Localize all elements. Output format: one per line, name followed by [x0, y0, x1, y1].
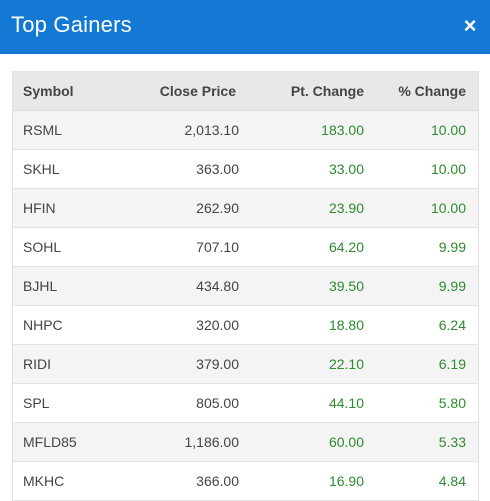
pct-change-cell: 5.80 [364, 383, 478, 423]
pt-change-cell: 16.90 [328, 473, 364, 489]
column-header-close-price[interactable]: Close Price [133, 72, 239, 111]
symbol-cell[interactable]: BJHL [13, 266, 133, 306]
pt-change-cell: 18.80 [239, 305, 364, 345]
symbol-cell[interactable]: MFLD85 [13, 422, 133, 462]
table-row[interactable]: HFIN 262.90 23.90 10.00 [13, 188, 478, 228]
modal-title: Top Gainers [11, 12, 132, 37]
pct-change-cell: 10.00 [364, 110, 478, 150]
close-price-cell: 320.00 [133, 305, 239, 345]
pt-change-cell: 22.10 [239, 344, 364, 384]
symbol-cell[interactable]: SPL [13, 383, 133, 423]
pt-change-cell: 39.50 [239, 266, 364, 306]
pct-change-cell: 9.99 [364, 227, 478, 267]
column-header-pt-change[interactable]: Pt. Change [239, 72, 364, 111]
table-header-row: Symbol Close Price Pt. Change % Change [13, 72, 478, 111]
table-row[interactable]: SPL 805.00 44.10 5.80 [13, 383, 478, 423]
close-price-cell: 2,013.10 [133, 110, 239, 150]
close-price-cell: 363.00 [133, 149, 239, 189]
pt-change-cell: 183.00 [239, 110, 364, 150]
pt-change-cell: 33.00 [239, 149, 364, 189]
close-price-cell: 1,186.00 [133, 422, 239, 462]
table-row[interactable]: SKHL 363.00 33.00 10.00 [13, 149, 478, 189]
symbol-cell[interactable]: HFIN [13, 188, 133, 228]
close-price-cell: 262.90 [133, 188, 239, 228]
pct-change-cell: 5.33 [364, 422, 478, 462]
pt-change-cell: 44.10 [239, 383, 364, 423]
pt-change-cell: 23.90 [239, 188, 364, 228]
close-price-cell: 379.00 [133, 344, 239, 384]
pct-change-cell: 4.84 [438, 473, 466, 489]
table-row[interactable]: MFLD85 1,186.00 60.00 5.33 [13, 422, 478, 462]
column-header-symbol[interactable]: Symbol [13, 72, 133, 111]
column-header-pct-change[interactable]: % Change [364, 72, 478, 111]
symbol-cell[interactable]: SOHL [13, 227, 133, 267]
pct-change-cell: 6.24 [364, 305, 478, 345]
close-price-cell: 434.80 [133, 266, 239, 306]
pct-change-cell: 9.99 [364, 266, 478, 306]
pct-change-cell: 10.00 [364, 149, 478, 189]
table-row[interactable]: BJHL 434.80 39.50 9.99 [13, 266, 478, 306]
pct-change-cell: 10.00 [364, 188, 478, 228]
modal-header: Top Gainers × [0, 0, 490, 54]
close-price-cell: 707.10 [133, 227, 239, 267]
table-row[interactable]: RSML 2,013.10 183.00 10.00 [13, 110, 478, 150]
pt-change-cell: 60.00 [239, 422, 364, 462]
symbol-cell[interactable]: NHPC [13, 305, 133, 345]
pct-change-cell: 6.19 [364, 344, 478, 384]
table-row[interactable]: MKHC 366.00 16.90 4.84 [13, 462, 478, 501]
pt-change-cell: 64.20 [239, 227, 364, 267]
table-row[interactable]: SOHL 707.10 64.20 9.99 [13, 227, 478, 267]
table-row[interactable]: RIDI 379.00 22.10 6.19 [13, 344, 478, 384]
symbol-cell[interactable]: MKHC [23, 473, 65, 489]
close-price-cell: 805.00 [133, 383, 239, 423]
table-row[interactable]: NHPC 320.00 18.80 6.24 [13, 305, 478, 345]
symbol-cell[interactable]: RIDI [13, 344, 133, 384]
close-price-cell: 366.00 [196, 473, 239, 489]
gainers-table: Symbol Close Price Pt. Change % Change R… [12, 71, 479, 501]
symbol-cell[interactable]: SKHL [13, 149, 133, 189]
close-icon[interactable]: × [463, 13, 477, 38]
symbol-cell[interactable]: RSML [13, 110, 133, 150]
